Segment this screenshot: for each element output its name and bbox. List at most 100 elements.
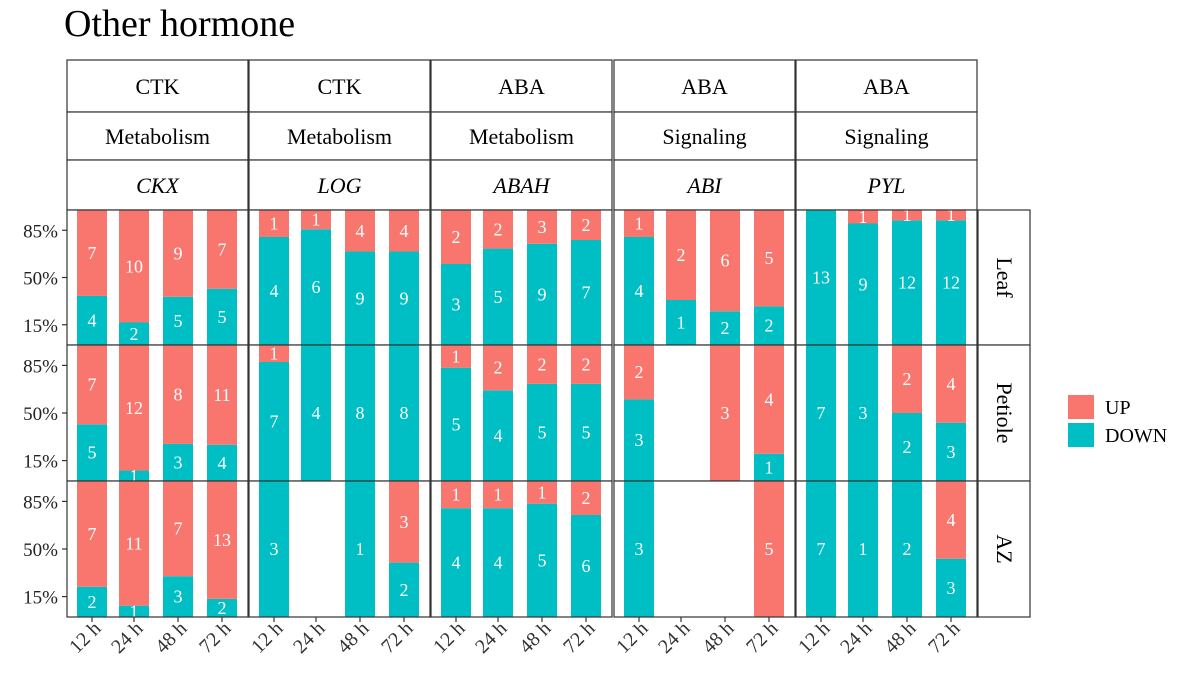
bar-label-up: 7 [88, 243, 97, 263]
bar-down-ckx-az-72-h [207, 598, 237, 617]
bar-label-up: 2 [582, 488, 591, 508]
strip-box [430, 111, 613, 161]
bar-label-down: 3 [174, 452, 183, 472]
bar-label-down: 5 [218, 307, 227, 327]
strip-label-process: Metabolism [105, 124, 210, 149]
bar-down-abah-petiole-12-h [441, 367, 471, 481]
bar-label-up: 2 [494, 219, 503, 239]
bar-down-ckx-petiole-12-h [77, 424, 107, 481]
bar-down-abi-leaf-24-h [666, 300, 696, 345]
bar-label-down: 4 [494, 553, 503, 573]
legend-key-up [1068, 395, 1094, 419]
bar-label-up: 2 [903, 369, 912, 389]
row-strip-label-az: AZ [992, 534, 1017, 563]
bar-label-up: 4 [947, 374, 956, 394]
bar-label-down: 3 [859, 403, 868, 423]
bar-label-up: 1 [270, 344, 279, 364]
bar-down-log-leaf-72-h [389, 251, 419, 345]
row-strips: Leaf Petiole AZ [977, 209, 1031, 618]
bar-label-down: 4 [218, 453, 227, 473]
x-tick-label: 24 h [289, 618, 329, 658]
bar-down-log-az-48-h [345, 481, 375, 617]
strip-label-gene: PYL [867, 173, 906, 198]
x-tick-label: 72 h [924, 618, 964, 658]
bar-up-pyl-leaf-24-h [848, 210, 878, 224]
bar-label-down: 2 [130, 324, 139, 344]
bar-label-down: 9 [859, 274, 868, 294]
bar-label-up: 3 [538, 217, 547, 237]
strip-box [248, 59, 431, 113]
panels: 4721059575711238411271113721341619494714… [66, 205, 978, 621]
bar-down-log-az-12-h [259, 481, 289, 617]
row-strip-box [977, 344, 1031, 482]
bar-label-down: 2 [903, 437, 912, 457]
bar-label-up: 7 [88, 375, 97, 395]
bar-label-up: 1 [538, 482, 547, 502]
y-tick-label: 50% [23, 540, 58, 561]
bar-down-abah-leaf-12-h [441, 264, 471, 345]
bar-up-ckx-petiole-24-h [119, 345, 149, 471]
x-tick-label: 48 h [515, 618, 555, 658]
bar-up-log-leaf-24-h [301, 210, 331, 230]
bar-label-down: 5 [494, 287, 503, 307]
bar-down-abi-leaf-12-h [624, 237, 654, 345]
bar-up-abi-leaf-72-h [754, 210, 784, 307]
bar-label-down: 13 [812, 268, 830, 288]
bar-label-up: 5 [765, 539, 774, 559]
strip-label-hormone: ABA [681, 74, 728, 99]
bar-label-down: 12 [942, 273, 960, 293]
bar-up-abah-petiole-72-h [571, 345, 601, 384]
bar-down-abah-leaf-48-h [527, 243, 557, 345]
bar-up-abah-petiole-48-h [527, 345, 557, 384]
bar-down-pyl-petiole-72-h [936, 422, 966, 481]
bar-label-up: 2 [677, 245, 686, 265]
bar-label-up: 1 [270, 214, 279, 234]
bar-label-down: 12 [898, 273, 916, 293]
strip-label-gene: LOG [316, 173, 361, 198]
bar-up-abi-leaf-12-h [624, 210, 654, 237]
bar-up-abah-az-12-h [441, 481, 471, 509]
strip-label-hormone: ABA [863, 74, 910, 99]
bar-up-ckx-leaf-72-h [207, 210, 237, 289]
bar-label-down: 6 [312, 277, 321, 297]
strip-label-hormone: CTK [136, 74, 180, 99]
strip-label-process: Metabolism [469, 124, 574, 149]
bar-label-down: 7 [817, 403, 826, 423]
bar-label-down: 4 [312, 403, 321, 423]
panel-border [248, 480, 431, 618]
strip-label-process: Metabolism [287, 124, 392, 149]
y-tick-label: 85% [23, 221, 58, 242]
bar-down-pyl-az-12-h [806, 481, 836, 617]
strip-label-gene: ABAH [491, 173, 550, 198]
bar-label-up: 10 [125, 256, 143, 276]
legend: UP DOWN [1068, 395, 1167, 447]
strip-box [66, 111, 249, 161]
bar-up-ckx-petiole-72-h [207, 345, 237, 445]
bar-down-ckx-leaf-48-h [163, 296, 193, 345]
bar-up-pyl-az-72-h [936, 481, 966, 559]
x-tick-label: 24 h [471, 618, 511, 658]
bar-up-abi-leaf-24-h [666, 210, 696, 300]
bar-label-down: 1 [130, 466, 139, 486]
bar-label-down: 1 [765, 457, 774, 477]
y-tick-label: 85% [23, 356, 58, 377]
bar-down-ckx-petiole-72-h [207, 444, 237, 481]
strip-box [66, 59, 249, 113]
bar-label-down: 1 [677, 313, 686, 333]
bar-label-down: 3 [270, 539, 279, 559]
bar-up-abah-az-24-h [483, 481, 513, 509]
bar-label-up: 5 [765, 248, 774, 268]
bar-up-pyl-petiole-72-h [936, 345, 966, 423]
bar-down-log-petiole-24-h [301, 345, 331, 481]
bar-down-abi-az-12-h [624, 481, 654, 617]
x-tick-label: 48 h [151, 618, 191, 658]
bar-label-up: 7 [218, 239, 227, 259]
panel-abi-petiole: 3 2 3 1 4 [613, 344, 796, 482]
bar-down-abah-az-12-h [441, 508, 471, 617]
legend-label-up: UP [1105, 397, 1131, 419]
x-tick-label: 72 h [742, 618, 782, 658]
bar-down-ckx-leaf-12-h [77, 295, 107, 345]
x-tick-label: 72 h [559, 618, 599, 658]
